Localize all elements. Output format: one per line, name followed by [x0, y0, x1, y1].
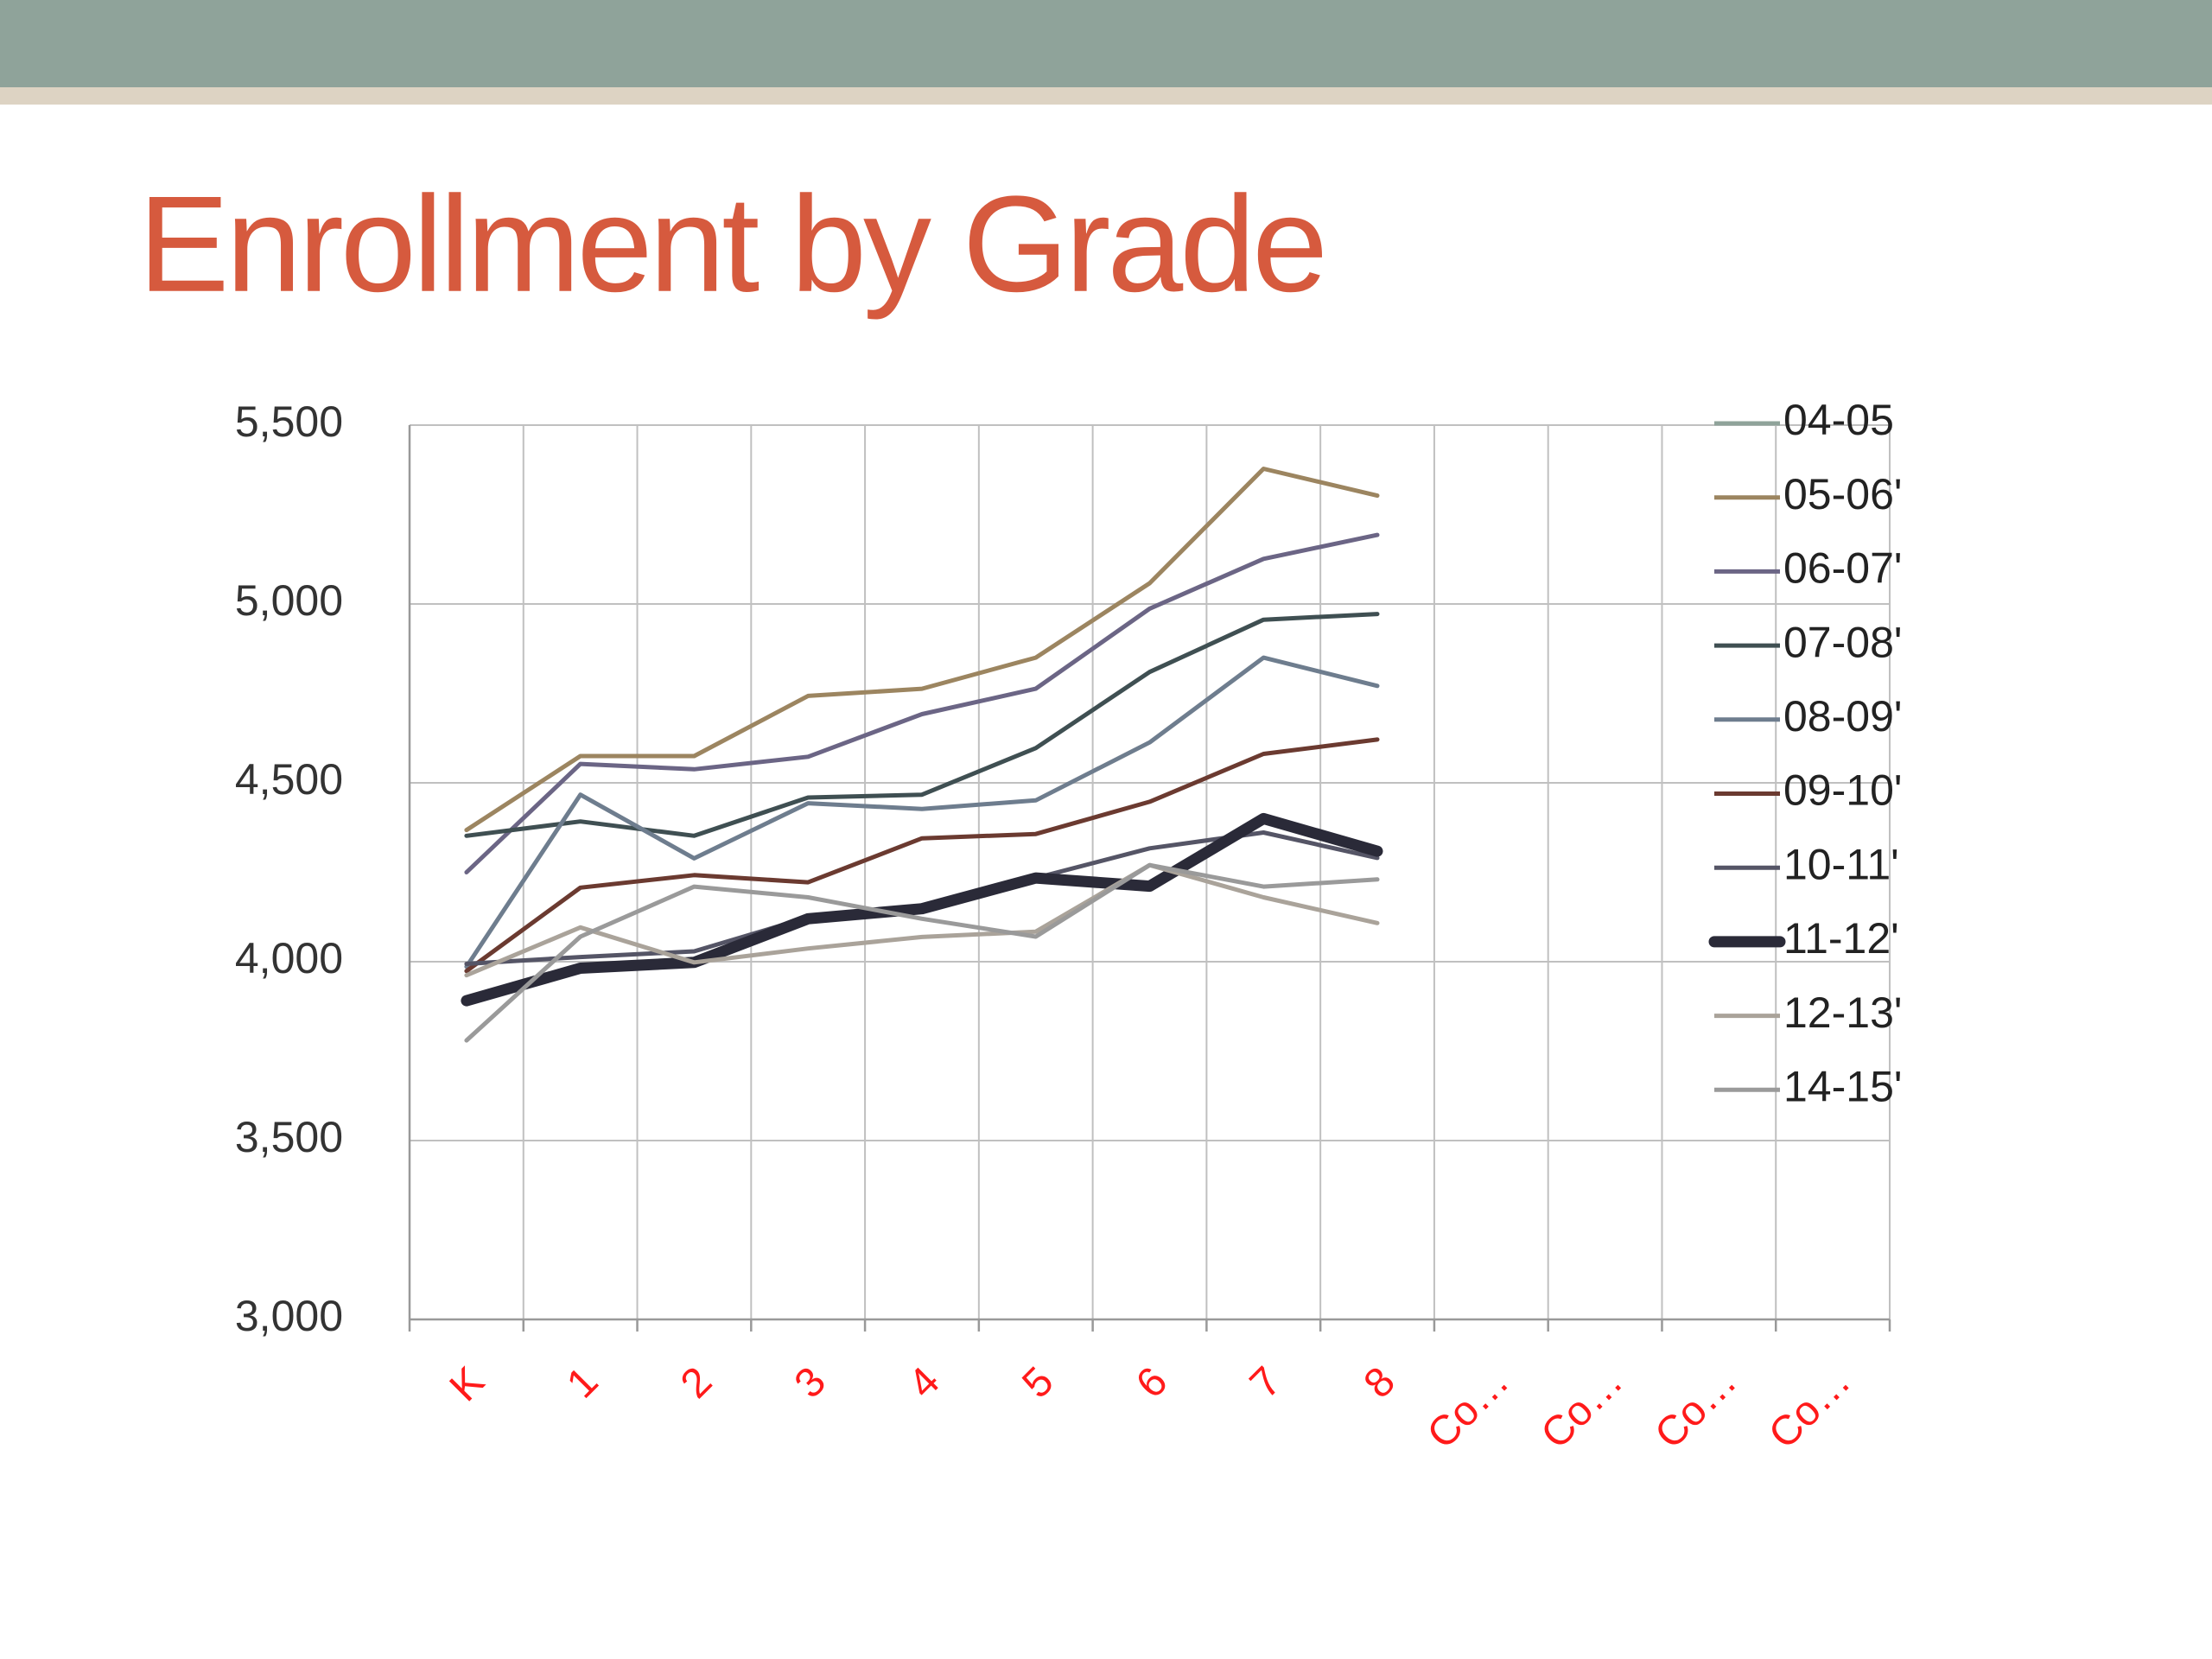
series-line [464, 532, 1380, 874]
legend-label: 09-10' [1783, 766, 1902, 815]
legend-label: 10-11' [1783, 840, 1899, 888]
series-line [464, 467, 1380, 833]
x-tick-label: 4 [899, 1358, 948, 1407]
series-line [464, 655, 1380, 969]
legend-entry: 10-11' [1714, 840, 1899, 888]
legend-entry: 04-05 [1714, 396, 1894, 444]
series-line [464, 830, 1380, 966]
legend-entry: 14-15' [1714, 1063, 1902, 1111]
legend-entry: 11-12' [1708, 914, 1899, 963]
x-tick-label: 1 [558, 1358, 607, 1407]
legend-label: 08-09' [1783, 692, 1902, 741]
y-tick-label: 3,500 [235, 1113, 343, 1161]
legend-label: 05-06' [1783, 470, 1902, 518]
x-tick-label: 5 [1014, 1358, 1062, 1407]
y-tick-label: 4,000 [235, 934, 343, 982]
x-tick-label: Co… [1760, 1358, 1859, 1458]
series-line [464, 862, 1380, 978]
legend-entry: 05-06' [1714, 470, 1902, 518]
legend-label: 06-07' [1783, 544, 1902, 593]
header-bar [0, 0, 2212, 87]
series-line [461, 812, 1383, 1007]
x-tick-label: 7 [1242, 1358, 1290, 1407]
y-tick-label: 4,500 [235, 755, 343, 804]
series-line [464, 737, 1380, 974]
legend-label: 11-12' [1783, 914, 1899, 963]
x-tick-label: 2 [672, 1358, 721, 1407]
legend-label: 07-08' [1783, 618, 1902, 666]
x-tick-label: 6 [1128, 1358, 1176, 1407]
x-tick-label: 3 [786, 1358, 835, 1407]
legend-entry: 06-07' [1714, 544, 1902, 593]
legend-entry: 12-13' [1714, 988, 1902, 1037]
x-tick-label: K [442, 1358, 493, 1410]
x-tick-label: Co… [1646, 1358, 1745, 1458]
series-line [464, 862, 1380, 1043]
legend-entry: 09-10' [1714, 766, 1902, 815]
x-tick-label: 8 [1356, 1358, 1404, 1407]
legend-label: 12-13' [1783, 988, 1902, 1037]
legend-entry: 08-09' [1714, 692, 1902, 741]
x-tick-label: Co… [1533, 1358, 1632, 1458]
header-strip [0, 87, 2212, 105]
y-tick-label: 5,000 [235, 576, 343, 625]
legend-label: 14-15' [1783, 1063, 1902, 1111]
series-line [464, 612, 1380, 838]
y-tick-label: 3,000 [235, 1292, 343, 1340]
slide-title: Enrollment by Grade [138, 168, 1325, 321]
y-tick-label: 5,500 [235, 397, 343, 446]
x-tick-label: Co… [1419, 1358, 1518, 1458]
legend-label: 04-05 [1783, 396, 1894, 444]
legend-entry: 07-08' [1714, 618, 1902, 666]
